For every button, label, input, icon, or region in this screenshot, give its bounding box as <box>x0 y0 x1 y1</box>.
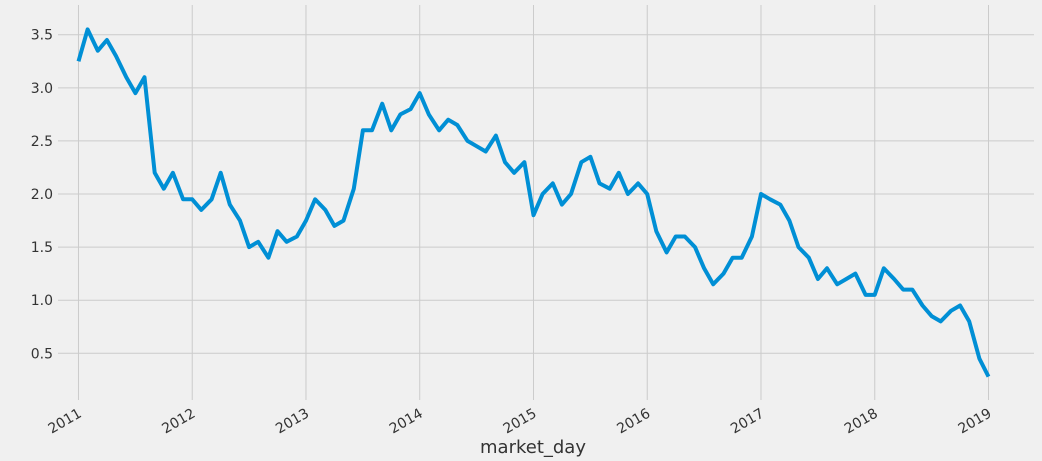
y-tick-label: 3.0 <box>31 81 53 97</box>
line <box>76 27 991 378</box>
y-tick-label: 0.5 <box>31 346 53 362</box>
y-tick-label: 3.5 <box>31 28 53 44</box>
y-tick-label: 2.0 <box>31 187 53 203</box>
x-axis-label: market_day <box>480 437 586 458</box>
y-tick-label: 1.0 <box>31 293 53 309</box>
y-tick-label: 1.5 <box>31 240 53 256</box>
y-tick-label: 2.5 <box>31 134 53 150</box>
